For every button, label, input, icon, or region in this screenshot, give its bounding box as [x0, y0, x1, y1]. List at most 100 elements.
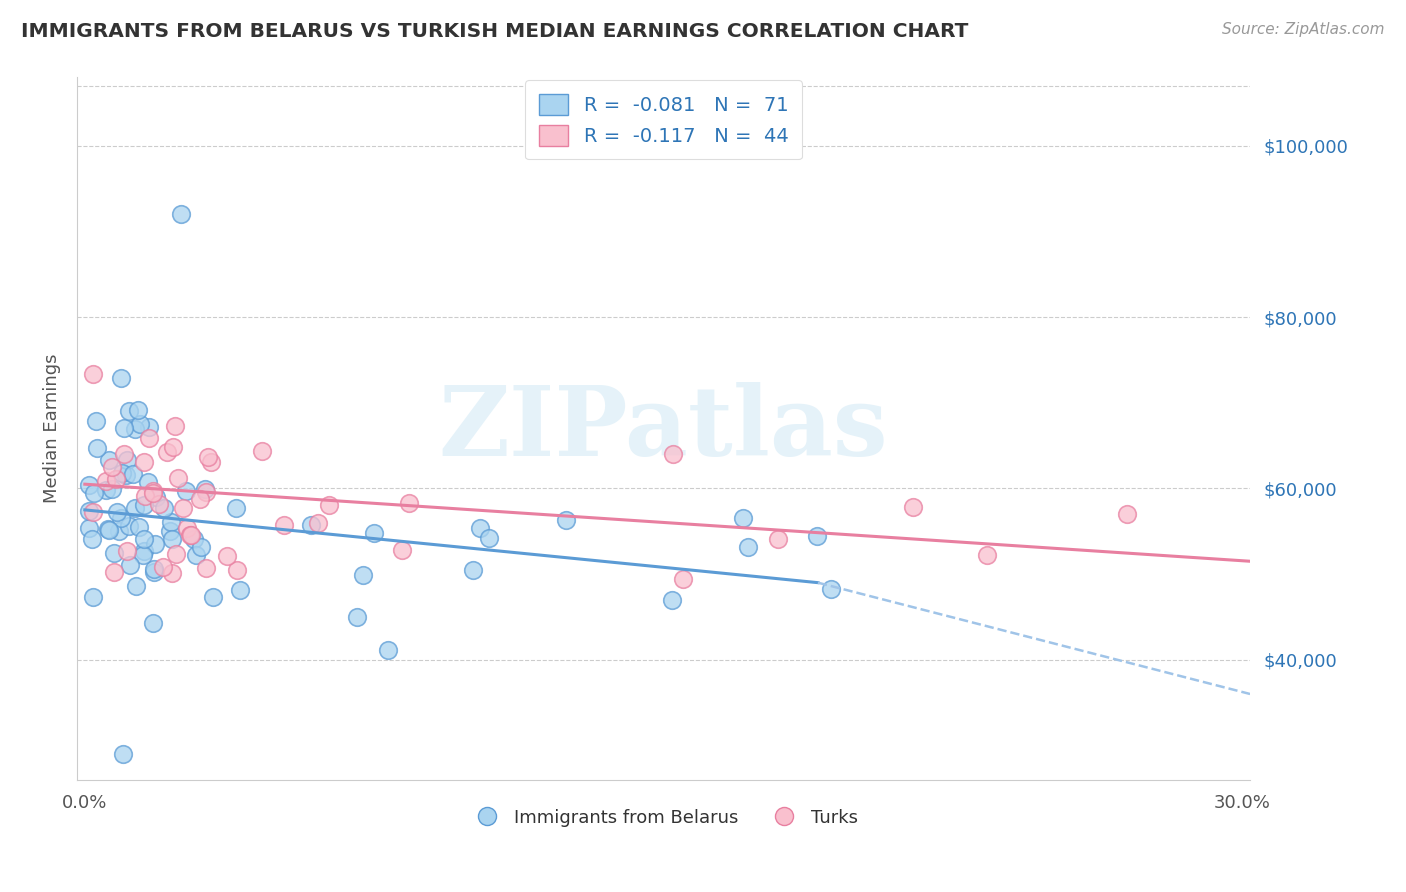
Point [188, 492, 211, 507]
Point [159, 524, 181, 538]
Point [737, 540, 759, 554]
Point [143, 565, 166, 579]
Point [77, 504, 100, 518]
Point [122, 467, 145, 482]
Text: ZIPatlas: ZIPatlas [439, 382, 889, 475]
Point [160, 566, 183, 580]
Point [129, 417, 152, 431]
Point [97, 522, 120, 536]
Point [478, 531, 501, 545]
Point [97, 523, 120, 537]
Point [98, 453, 121, 467]
Point [166, 471, 188, 485]
Point [134, 498, 156, 512]
Point [86, 441, 108, 455]
Point [661, 592, 683, 607]
Point [136, 475, 159, 490]
Point [170, 207, 193, 221]
Point [307, 516, 329, 531]
Point [107, 524, 129, 539]
Point [124, 501, 146, 516]
Point [141, 616, 163, 631]
Point [103, 546, 125, 560]
Point [118, 519, 141, 533]
Point [197, 450, 219, 465]
Point [229, 582, 252, 597]
Y-axis label: Median Earnings: Median Earnings [44, 354, 60, 503]
Point [148, 497, 170, 511]
Point [112, 747, 135, 761]
Point [77, 478, 100, 492]
Point [94, 474, 117, 488]
Point [132, 548, 155, 562]
Point [134, 489, 156, 503]
Text: Source: ZipAtlas.com: Source: ZipAtlas.com [1222, 22, 1385, 37]
Point [662, 447, 685, 461]
Point [132, 532, 155, 546]
Point [346, 610, 368, 624]
Point [225, 501, 247, 516]
Point [180, 528, 202, 542]
Point [179, 527, 201, 541]
Point [766, 533, 789, 547]
Point [299, 517, 322, 532]
Point [172, 500, 194, 515]
Point [391, 542, 413, 557]
Point [112, 447, 135, 461]
Point [174, 483, 197, 498]
Point [82, 367, 104, 381]
Point [217, 549, 239, 564]
Point [138, 431, 160, 445]
Point [352, 567, 374, 582]
Point [153, 501, 176, 516]
Point [105, 472, 128, 486]
Point [142, 561, 165, 575]
Point [226, 563, 249, 577]
Point [163, 418, 186, 433]
Point [125, 579, 148, 593]
Point [120, 558, 142, 573]
Point [200, 454, 222, 468]
Point [155, 444, 177, 458]
Point [160, 515, 183, 529]
Point [252, 443, 274, 458]
Point [115, 467, 138, 482]
Point [115, 544, 138, 558]
Point [138, 419, 160, 434]
Point [176, 521, 198, 535]
Point [183, 533, 205, 547]
Point [105, 505, 128, 519]
Point [318, 498, 340, 512]
Point [142, 486, 165, 500]
Point [124, 422, 146, 436]
Point [128, 520, 150, 534]
Point [110, 467, 132, 481]
Point [152, 560, 174, 574]
Point [77, 521, 100, 535]
Legend: Immigrants from Belarus, Turks: Immigrants from Belarus, Turks [463, 801, 865, 834]
Point [806, 529, 828, 543]
Point [733, 511, 755, 525]
Point [672, 572, 695, 586]
Point [363, 526, 385, 541]
Point [143, 537, 166, 551]
Point [110, 511, 132, 525]
Point [186, 548, 208, 562]
Point [398, 496, 420, 510]
Point [132, 455, 155, 469]
Point [128, 403, 150, 417]
Point [463, 563, 485, 577]
Point [194, 482, 217, 496]
Point [468, 520, 491, 534]
Point [83, 485, 105, 500]
Point [118, 404, 141, 418]
Point [202, 590, 225, 604]
Point [820, 582, 842, 596]
Point [554, 513, 576, 527]
Point [903, 500, 925, 514]
Point [112, 421, 135, 435]
Point [195, 561, 218, 575]
Point [145, 490, 167, 504]
Point [110, 371, 132, 385]
Point [80, 532, 103, 546]
